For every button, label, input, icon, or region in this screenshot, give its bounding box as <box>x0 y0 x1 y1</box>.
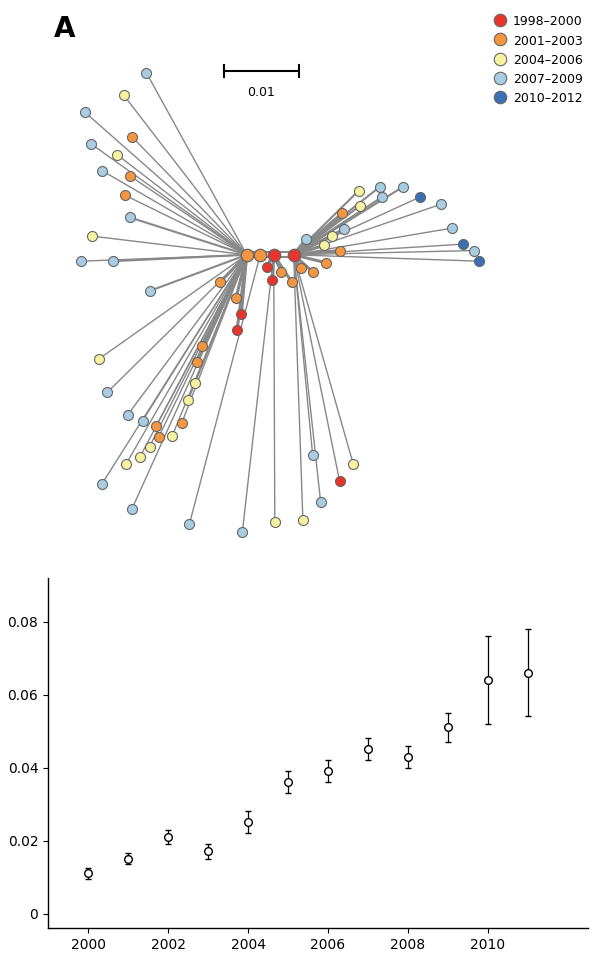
Point <box>326 229 336 244</box>
Point <box>125 168 135 184</box>
Point <box>119 87 128 103</box>
Point <box>135 449 145 465</box>
Point <box>88 229 97 244</box>
Point <box>242 247 251 263</box>
Point <box>469 242 478 258</box>
Point <box>458 236 467 252</box>
Point <box>447 221 457 236</box>
Point <box>121 455 131 471</box>
Point <box>120 188 130 203</box>
Point <box>232 322 242 338</box>
Point <box>151 418 161 434</box>
Point <box>190 375 200 391</box>
Point <box>262 259 272 275</box>
Point <box>125 210 135 226</box>
Point <box>316 494 325 510</box>
Point <box>335 473 344 488</box>
Text: A: A <box>53 15 75 43</box>
Point <box>108 253 118 269</box>
Point <box>127 129 137 145</box>
Point <box>86 136 96 151</box>
Point <box>167 428 177 444</box>
Point <box>348 455 358 471</box>
Point <box>77 253 86 269</box>
Point <box>377 190 386 205</box>
Point <box>398 179 408 194</box>
Point <box>215 275 224 290</box>
Point <box>415 190 424 205</box>
Point <box>236 307 246 322</box>
Point <box>354 183 364 198</box>
Y-axis label: Pairwise distance: Pairwise distance <box>0 687 2 820</box>
Point <box>335 242 344 258</box>
Point <box>95 351 104 366</box>
Point <box>154 429 163 445</box>
Point <box>97 163 107 179</box>
Point <box>277 264 286 279</box>
Point <box>376 179 385 194</box>
Point <box>320 237 329 253</box>
Point <box>339 222 349 237</box>
Point <box>256 247 265 263</box>
Point <box>298 512 308 528</box>
Point <box>270 514 280 530</box>
Point <box>269 247 278 263</box>
Point <box>97 476 107 491</box>
Point <box>322 255 331 271</box>
Point <box>185 516 194 531</box>
Point <box>138 413 148 429</box>
Point <box>337 205 347 221</box>
Point <box>145 283 154 299</box>
Point <box>474 253 484 269</box>
Point <box>268 273 277 288</box>
Point <box>123 406 133 422</box>
Point <box>184 392 193 407</box>
Point <box>436 196 446 212</box>
Point <box>103 384 112 400</box>
Point <box>177 415 187 431</box>
Text: 0.01: 0.01 <box>247 86 275 99</box>
Point <box>296 260 305 276</box>
Point <box>142 64 151 80</box>
Point <box>301 231 311 246</box>
Point <box>192 355 202 370</box>
Point <box>238 524 247 539</box>
Point <box>355 198 365 214</box>
Point <box>308 446 317 462</box>
Point <box>289 247 299 263</box>
Point <box>231 290 241 306</box>
Point <box>145 439 154 454</box>
Point <box>80 105 89 120</box>
Point <box>127 501 137 517</box>
Point <box>112 147 122 162</box>
Point <box>197 339 206 355</box>
Point <box>308 264 317 279</box>
Legend: 1998–2000, 2001–2003, 2004–2006, 2007–2009, 2010–2012: 1998–2000, 2001–2003, 2004–2006, 2007–20… <box>492 10 588 110</box>
Point <box>287 275 297 290</box>
